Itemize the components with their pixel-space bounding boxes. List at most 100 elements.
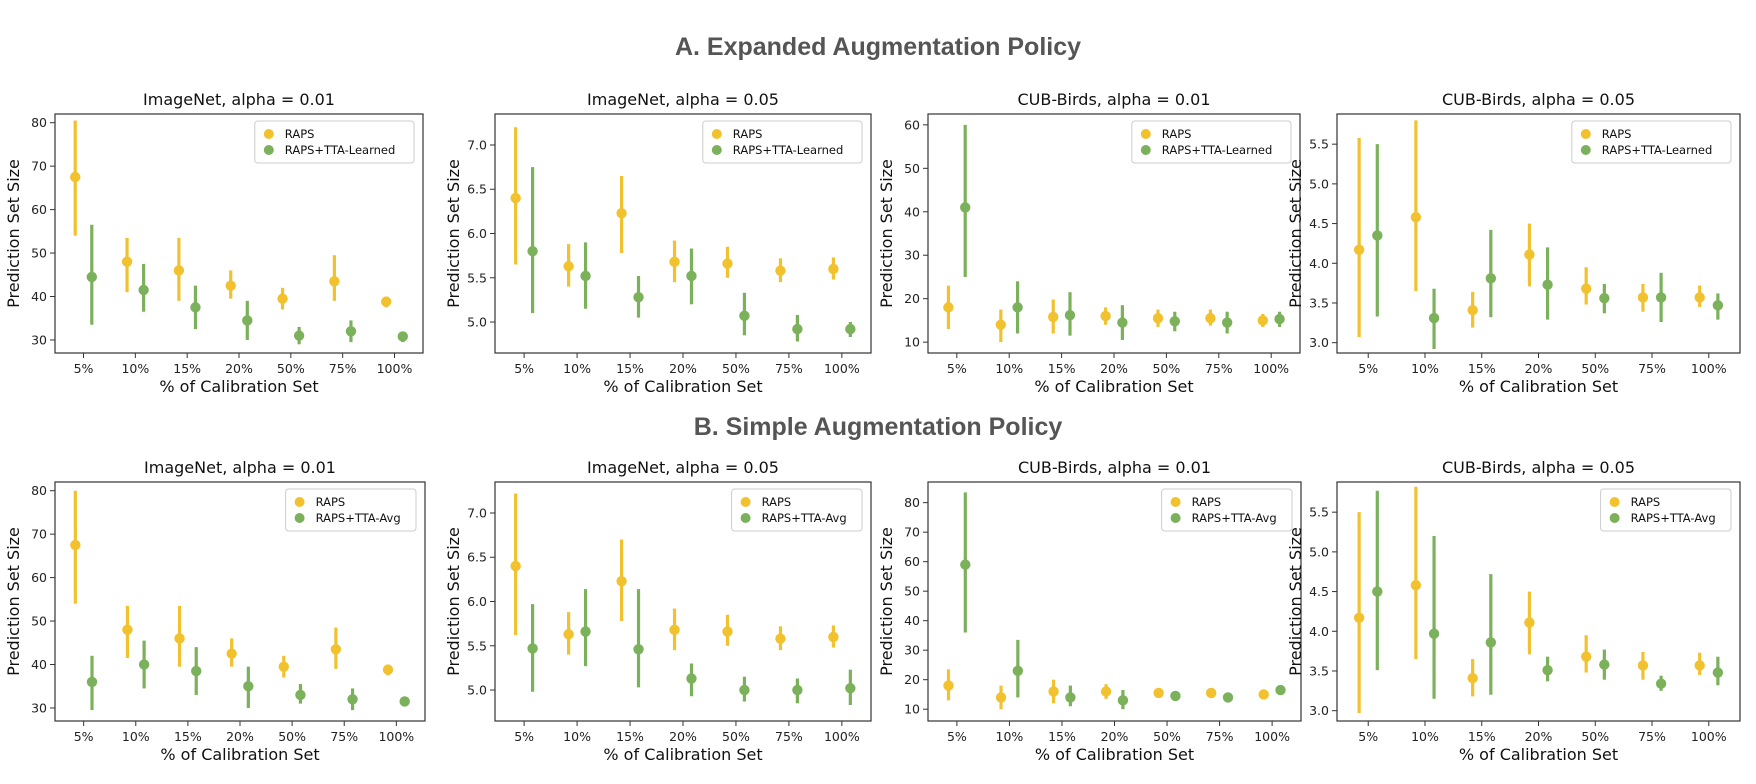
legend: RAPS RAPS+TTA-Learned (1571, 120, 1732, 164)
data-point (1221, 317, 1233, 328)
chart-7: CUB-Birds, alpha = 0.01 10 20 30 40 50 60 70 80 5… (877, 458, 1302, 764)
data-point (1655, 292, 1667, 303)
data-point (1580, 283, 1592, 294)
y-tick-label: 5.0 (467, 683, 487, 698)
data-point (580, 626, 591, 637)
x-tick-label: 100% (1253, 361, 1289, 376)
chart-title: CUB-Birds, alpha = 0.01 (1018, 458, 1211, 477)
x-tick-label: 10% (1411, 729, 1439, 744)
legend-marker (1609, 513, 1620, 523)
x-tick-label: 75% (1638, 729, 1666, 744)
x-tick-label: 20% (1100, 361, 1128, 376)
x-tick-label: 5% (947, 361, 967, 376)
data-point (1599, 293, 1610, 304)
x-tick-label: 5% (514, 361, 534, 376)
legend: RAPS RAPS+TTA-Avg (1600, 488, 1732, 532)
x-axis-label: % of Calibration Set (603, 745, 762, 764)
data-point (1467, 672, 1478, 684)
data-point (739, 310, 750, 322)
data-point (995, 692, 1007, 703)
data-point (669, 624, 680, 636)
data-point (86, 271, 98, 283)
y-tick-label: 60 (31, 202, 47, 217)
x-tick-label: 10% (563, 361, 591, 376)
legend-box (254, 120, 415, 164)
data-point (174, 633, 185, 644)
data-point (1353, 612, 1365, 623)
chart-title: CUB-Birds, alpha = 0.01 (1018, 90, 1211, 109)
data-point (399, 696, 410, 707)
data-point (510, 560, 521, 572)
data-point (1637, 660, 1649, 671)
y-tick-label: 50 (904, 161, 920, 176)
x-tick-label: 5% (514, 729, 534, 744)
legend-label: RAPS+TTA-Avg (1192, 511, 1277, 525)
data-point (633, 292, 644, 303)
y-tick-label: 70 (31, 159, 47, 174)
x-tick-label: 50% (722, 729, 750, 744)
data-point (722, 626, 733, 637)
chart-title: CUB-Birds, alpha = 0.05 (1442, 458, 1635, 477)
x-tick-label: 50% (1152, 361, 1180, 376)
x-tick-label: 100% (1691, 361, 1727, 376)
x-tick-label: 20% (1101, 729, 1129, 744)
y-tick-label: 40 (31, 657, 47, 672)
legend: RAPS RAPS+TTA-Avg (285, 488, 417, 532)
legend-marker (711, 129, 722, 139)
y-tick-label: 50 (904, 584, 920, 599)
legend-marker (1170, 497, 1181, 507)
x-tick-label: 15% (174, 729, 202, 744)
data-point (138, 284, 149, 296)
legend-marker (711, 145, 722, 155)
data-point (563, 629, 574, 640)
data-point (828, 263, 839, 275)
chart-title: ImageNet, alpha = 0.01 (144, 458, 336, 477)
y-tick-label: 60 (904, 117, 920, 132)
y-tick-label: 10 (904, 702, 920, 717)
chart-title: ImageNet, alpha = 0.01 (143, 90, 335, 109)
data-point (828, 631, 839, 643)
data-point (1258, 689, 1269, 700)
data-point (1274, 313, 1285, 325)
data-point (138, 659, 150, 670)
legend-label: RAPS (733, 127, 763, 141)
data-point (943, 302, 954, 313)
chart-2: ImageNet, alpha = 0.05 5.0 5.5 6.0 6.5 7.0 5% 1… (444, 90, 872, 396)
y-tick-label: 5.0 (467, 315, 487, 330)
x-tick-label: 100% (1691, 729, 1727, 744)
data-point (1637, 292, 1649, 303)
y-tick-label: 10 (904, 335, 920, 350)
y-tick-label: 7.0 (467, 137, 487, 152)
data-point (1694, 660, 1705, 671)
legend-label: RAPS (1602, 127, 1632, 141)
y-tick-label: 50 (31, 614, 47, 629)
y-tick-label: 5.5 (467, 270, 487, 285)
x-tick-label: 50% (1153, 729, 1181, 744)
data-point (1222, 692, 1234, 703)
x-axis-label: % of Calibration Set (1459, 745, 1618, 764)
x-tick-label: 20% (1525, 361, 1553, 376)
chart-4: CUB-Birds, alpha = 0.05 3.0 3.5 4.0 4.5 5.0 5.… (1286, 90, 1741, 396)
data-point (397, 331, 408, 342)
data-point (943, 680, 954, 691)
data-point (329, 276, 340, 287)
x-tick-label: 10% (563, 729, 591, 744)
data-point (345, 326, 357, 337)
y-tick-label: 5.0 (1309, 544, 1329, 559)
x-tick-label: 75% (329, 361, 357, 376)
legend-label: RAPS+TTA-Learned (285, 143, 396, 157)
y-tick-label: 40 (31, 289, 47, 304)
legend-marker (1609, 497, 1620, 507)
x-tick-label: 10% (122, 729, 150, 744)
data-point (686, 673, 697, 684)
data-point (580, 270, 591, 282)
y-tick-label: 30 (31, 700, 47, 715)
x-tick-label: 5% (1358, 729, 1378, 744)
x-tick-label: 20% (1525, 729, 1553, 744)
x-tick-label: 15% (1468, 729, 1496, 744)
data-point (1064, 309, 1076, 321)
legend-label: RAPS+TTA-Avg (762, 511, 847, 525)
y-axis-label: Prediction Set Size (4, 527, 23, 676)
x-axis-label: % of Calibration Set (159, 377, 318, 396)
data-point (86, 676, 98, 688)
